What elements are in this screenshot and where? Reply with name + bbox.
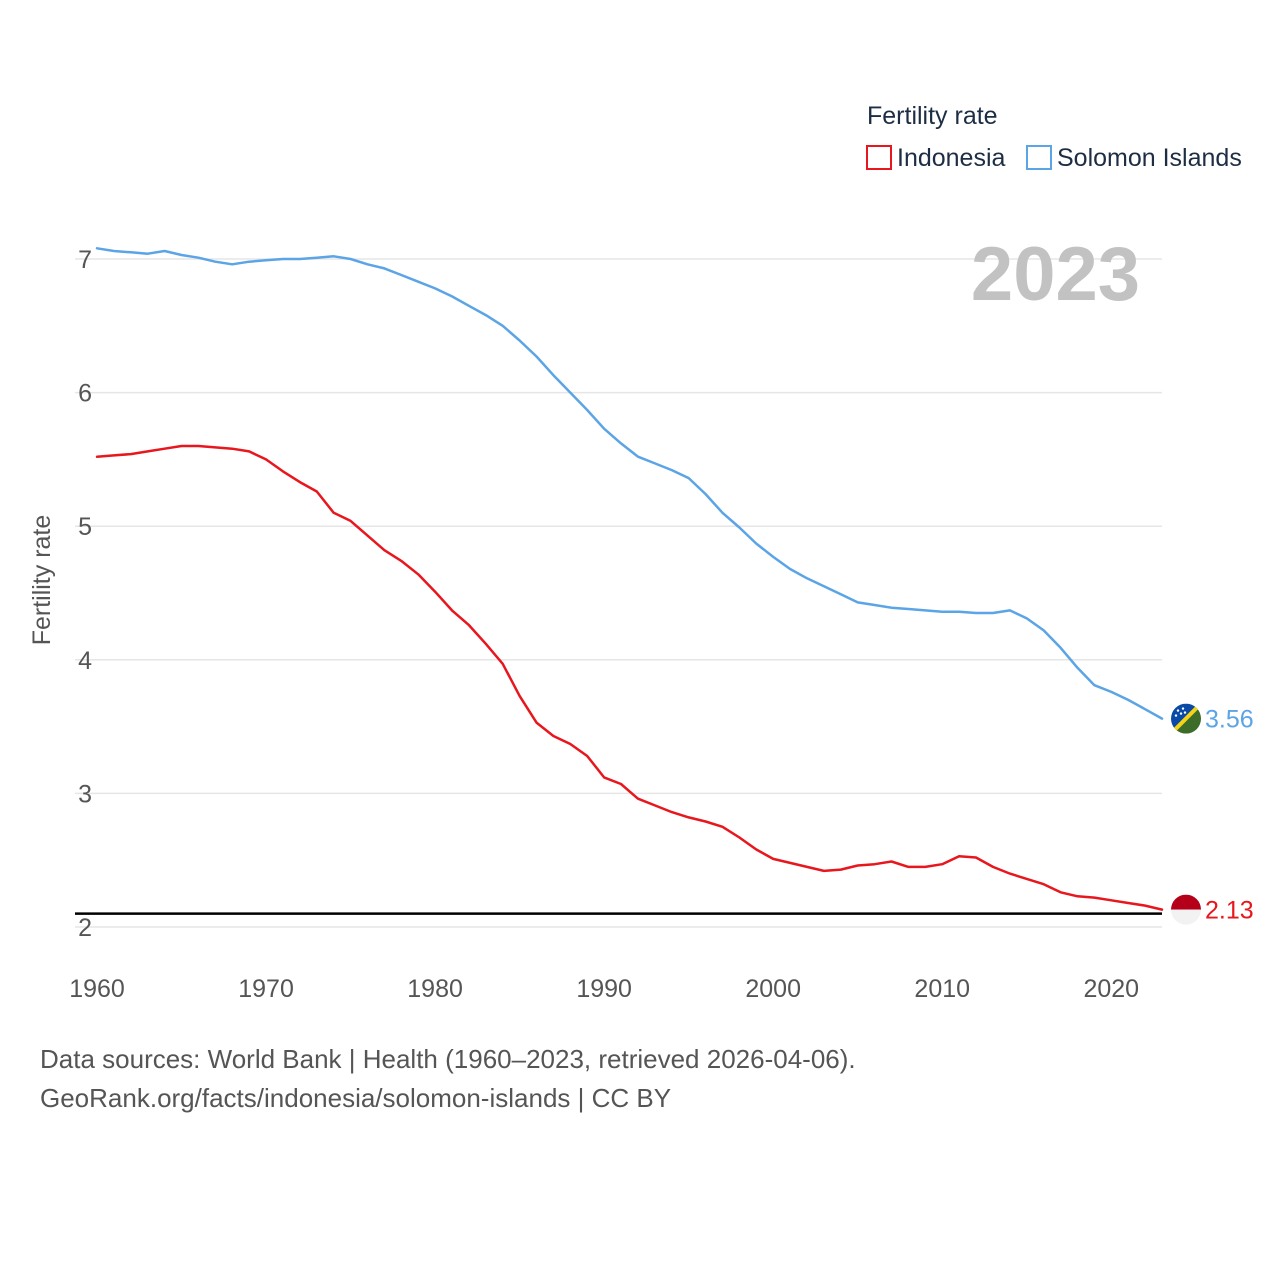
legend-title: Fertility rate [867,102,998,130]
x-tick-label: 2000 [745,975,801,1003]
series-lines [95,247,1164,911]
flag-icon-indonesia [1171,894,1201,925]
x-tick-label: 1990 [576,975,632,1003]
flag-icon-solomon-islands [1171,703,1201,734]
y-axis-label: Fertility rate [28,515,56,646]
series-line-indonesia[interactable] [95,444,1164,911]
legend-swatch-indonesia [866,145,892,170]
source-link[interactable]: GeoRank.org/facts/indonesia/solomon-isla… [40,1083,672,1113]
end-value-label-solomon-islands: 3.56 [1205,706,1254,734]
x-tick-label: 1970 [238,975,294,1003]
source-line-1: Data sources: World Bank | Health (1960–… [40,1044,856,1074]
x-tick-label: 1960 [69,975,125,1003]
legend-label-indonesia: Indonesia [897,144,1006,172]
x-tick-label: 2010 [914,975,970,1003]
series-line-solomon-islands[interactable] [95,247,1164,720]
y-tick-label: 7 [78,246,92,274]
series-endpoints: 2.13 3.56 [1171,703,1254,925]
legend-item-solomon-islands[interactable]: Solomon Islands [1026,144,1242,172]
legend-item-indonesia[interactable]: Indonesia [866,144,1006,172]
legend: Fertility rate Indonesia Solomon Islands [866,102,1242,172]
legend-label-solomon-islands: Solomon Islands [1057,144,1242,172]
x-tick-label: 1980 [407,975,463,1003]
x-axis-ticks: 1960 1970 1980 1990 2000 2010 2020 [69,975,1139,1003]
y-tick-label: 4 [78,647,92,675]
y-tick-label: 3 [78,780,92,808]
grid-lines [75,258,1162,928]
y-tick-label: 2 [78,914,92,942]
x-tick-label: 2020 [1083,975,1139,1003]
y-tick-label: 6 [78,380,92,408]
y-tick-label: 5 [78,513,92,541]
y-axis-ticks: 2 3 4 5 6 7 [78,246,92,942]
year-label: 2023 [971,232,1140,317]
legend-swatch-solomon-islands [1026,145,1052,170]
end-value-label-indonesia: 2.13 [1205,897,1254,925]
